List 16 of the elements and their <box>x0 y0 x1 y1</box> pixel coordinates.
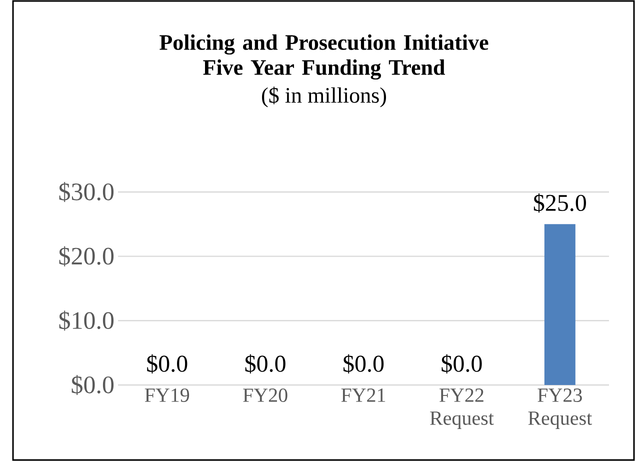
y-tick-label: $20.0 <box>59 246 114 266</box>
data-label: $0.0 <box>442 354 482 374</box>
chart-subtitle: ($ in millions) <box>262 86 386 108</box>
chart-title: Policing and Prosecution Initiative Five Year Funding Trend <box>160 34 488 80</box>
x-tick-label: FY23 Request <box>528 388 592 430</box>
y-tick-label: $10.0 <box>59 310 114 331</box>
x-tick-label: FY22 Request <box>430 388 494 430</box>
data-label: $25.0 <box>534 193 586 213</box>
y-tick-label: $0.0 <box>72 374 114 395</box>
x-tick-label: FY19 <box>144 388 190 402</box>
data-label: $0.0 <box>147 354 188 374</box>
x-tick-label: FY21 <box>341 388 386 402</box>
x-tick-label: FY20 <box>243 388 288 402</box>
data-label: $0.0 <box>245 354 286 374</box>
y-tick-label: $30.0 <box>59 182 114 202</box>
data-label: $0.0 <box>344 354 384 374</box>
